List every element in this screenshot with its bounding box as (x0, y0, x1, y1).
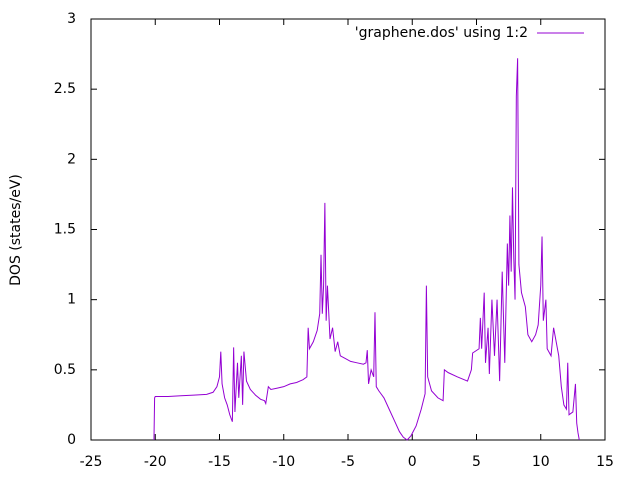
x-tick-label: 10 (532, 454, 550, 470)
y-tick-label: 2 (67, 151, 76, 167)
y-axis-label: DOS (states/eV) (8, 174, 24, 286)
x-tick-label: -5 (341, 454, 355, 470)
x-tick-label: -15 (208, 454, 231, 470)
y-tick-label: 2.5 (54, 81, 76, 97)
x-tick-label: 0 (408, 454, 417, 470)
x-tick-label: 15 (596, 454, 614, 470)
x-tick-label: -10 (272, 454, 295, 470)
plot-frame (90, 18, 606, 441)
y-tick-label: 0.5 (54, 362, 76, 378)
x-tick-label: -25 (80, 454, 103, 470)
y-tick-label: 1 (67, 292, 76, 308)
x-tick-label: 5 (472, 454, 481, 470)
legend-label: 'graphene.dos' using 1:2 (355, 25, 528, 41)
x-tick-label: -20 (144, 454, 167, 470)
y-tick-label: 3 (67, 11, 76, 27)
y-tick-label: 0 (67, 432, 76, 448)
y-tick-label: 1.5 (54, 222, 76, 238)
data-line (153, 58, 580, 441)
